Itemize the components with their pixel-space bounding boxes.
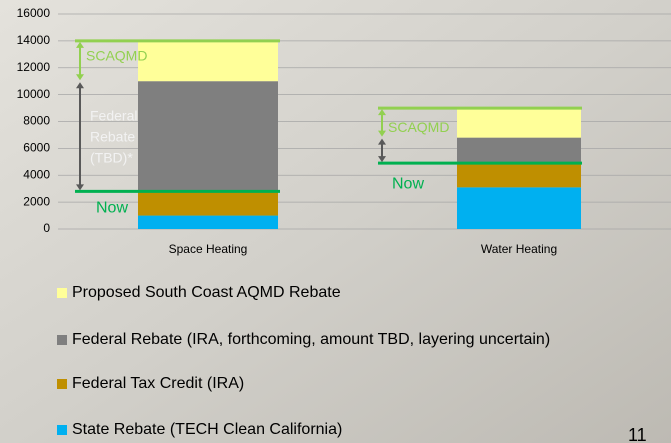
chart: 11 0 2000 4000 6000 8000 10000 12000 14000 16000… <box>0 0 671 443</box>
legend-label: State Rebate (TECH Clean California) <box>72 421 342 438</box>
y-tick-label: 12000 <box>17 60 51 74</box>
annotation: SCAQMD <box>388 119 449 135</box>
bar-segment <box>457 163 581 187</box>
bar-segment <box>138 41 278 81</box>
y-tick-label: 4000 <box>23 167 50 181</box>
y-tick-label: 10000 <box>17 87 51 101</box>
annotation: Now <box>96 200 128 217</box>
legend-label: Proposed South Coast AQMD Rebate <box>72 284 341 301</box>
y-tick-label: 8000 <box>23 114 50 128</box>
y-tick-label: 2000 <box>23 194 50 208</box>
annotation: Now <box>392 175 424 192</box>
page-number: 11 <box>628 425 647 443</box>
bar-segment <box>138 81 278 191</box>
bar-segment <box>457 187 581 229</box>
y-tick-label: 16000 <box>17 6 51 20</box>
legend-label: Federal Rebate (IRA, forthcoming, amount… <box>72 331 550 348</box>
annotation: (TBD)* <box>90 150 133 166</box>
bar-segment <box>138 216 278 229</box>
legend-swatch <box>57 425 67 435</box>
y-tick-label: 0 <box>43 221 50 235</box>
annotation: Rebate <box>90 129 135 145</box>
x-tick-label: Water Heating <box>481 242 557 256</box>
bar-segment <box>457 108 581 138</box>
x-tick-label: Space Heating <box>169 242 248 256</box>
y-tick-label: 14000 <box>17 33 51 47</box>
page: 11 0 2000 4000 6000 8000 10000 12000 14000 16000… <box>0 0 671 443</box>
legend-swatch <box>57 288 67 298</box>
legend-label: Federal Tax Credit (IRA) <box>72 375 244 392</box>
legend-swatch <box>57 335 67 345</box>
annotation: SCAQMD <box>86 48 147 64</box>
bar-segment <box>457 138 581 164</box>
annotation: Federal <box>90 108 137 124</box>
bar-segment <box>138 191 278 215</box>
legend-swatch <box>57 379 67 389</box>
y-tick-label: 6000 <box>23 141 50 155</box>
